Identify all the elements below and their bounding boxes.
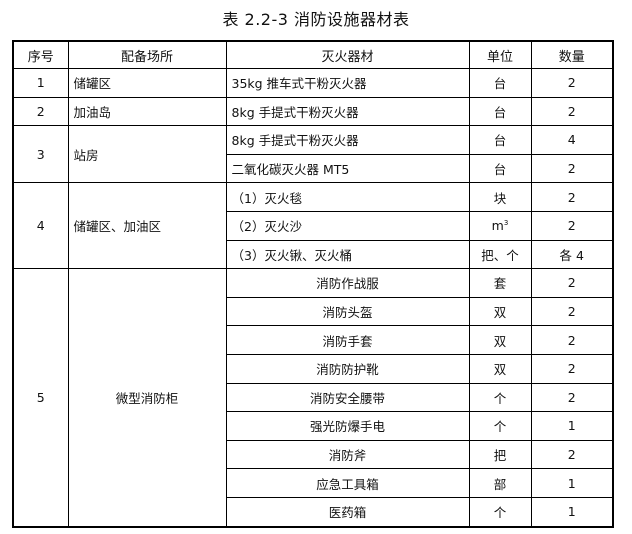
- unit-cell: 个: [468, 411, 532, 441]
- unit-cell: 部: [468, 468, 532, 498]
- header-cell: 单位: [468, 40, 532, 69]
- equipment-cell: 消防安全腰带: [225, 382, 470, 413]
- unit-text: 把、个: [481, 247, 519, 263]
- row-number: 1: [12, 68, 69, 98]
- unit-text: 块: [493, 190, 507, 206]
- unit-text: m: [491, 218, 504, 234]
- quantity-cell: 各 4: [530, 239, 614, 270]
- unit-cell: 双: [468, 353, 532, 384]
- quantity-cell: 2: [530, 268, 614, 298]
- unit-text: 个: [493, 505, 507, 521]
- table-row: 消防防护靴 双 2: [13, 353, 614, 384]
- header-row: 序号 配备场所 灭火器材 单位 数量: [12, 40, 614, 69]
- quantity-cell: 1: [530, 411, 614, 441]
- location-cell: 微型消防柜: [67, 268, 227, 527]
- equipment-cell: 应急工具箱: [225, 468, 470, 498]
- unit-cell: m3: [468, 210, 532, 241]
- table-row: （3）灭火锹、灭火桶 把、个各 4: [13, 239, 614, 270]
- quantity-cell: 2: [530, 68, 614, 98]
- location-cell: 加油岛: [67, 96, 227, 127]
- unit-cell: 块: [468, 182, 532, 212]
- table-row: 4 储罐区、加油区 （1）灭火毯 块 2: [12, 182, 614, 270]
- unit-cell: 把、个: [468, 239, 532, 270]
- unit-superscript: 3: [503, 219, 509, 228]
- unit-text: 部: [493, 476, 507, 492]
- unit-text: 把: [493, 448, 507, 464]
- unit-cell: 台: [468, 68, 532, 98]
- equipment-cell: 8kg 手提式干粉灭火器: [225, 96, 470, 127]
- unit-cell: 个: [468, 496, 532, 528]
- equipment-cell: 强光防爆手电: [225, 411, 470, 441]
- unit-cell: 个: [468, 382, 532, 413]
- row-number: 3: [12, 125, 69, 184]
- unit-cell: 台: [468, 96, 532, 127]
- quantity-cell: 2: [530, 353, 614, 384]
- equipment-cell: 35kg 推车式干粉灭火器: [225, 68, 470, 98]
- unit-cell: 双: [468, 296, 532, 327]
- header-cell: 配备场所: [67, 40, 227, 69]
- unit-text: 套: [493, 276, 507, 292]
- equipment-cell: 消防防护靴: [225, 353, 470, 384]
- table-row: 二氧化碳灭火器 MT5 台 2: [13, 153, 614, 184]
- quantity-cell: 2: [530, 96, 614, 127]
- quantity-cell: 4: [530, 125, 614, 155]
- table-row: 5 微型消防柜 消防作战服 套 2: [12, 268, 614, 527]
- equipment-cell: （3）灭火锹、灭火桶: [225, 239, 470, 270]
- unit-text: 双: [493, 305, 507, 321]
- row-number: 2: [12, 96, 69, 127]
- equipment-cell: 8kg 手提式干粉灭火器: [225, 125, 470, 155]
- quantity-cell: 2: [530, 325, 614, 355]
- header-cell: 灭火器材: [225, 40, 470, 69]
- table-row: 2 加油岛 8kg 手提式干粉灭火器台 2: [12, 96, 614, 127]
- table-row: 消防头盔 双 2: [13, 296, 614, 327]
- unit-text: 个: [493, 390, 507, 406]
- unit-text: 台: [493, 133, 507, 149]
- unit-text: 台: [493, 162, 507, 178]
- quantity-cell: 2: [530, 382, 614, 413]
- table-row: 医药箱 个 1: [13, 496, 614, 528]
- unit-text: 双: [493, 362, 507, 378]
- unit-text: 双: [493, 333, 507, 349]
- unit-cell: 台: [468, 125, 532, 155]
- unit-cell: 台: [468, 153, 532, 184]
- table-row: 3 站房 8kg 手提式干粉灭火器台 4: [12, 125, 614, 184]
- location-cell: 储罐区、加油区: [67, 182, 227, 270]
- header-cell: 序号: [12, 40, 69, 69]
- unit-cell: 套: [468, 268, 532, 298]
- equipment-cell: 二氧化碳灭火器 MT5: [225, 153, 470, 184]
- unit-text: 个: [493, 419, 507, 435]
- table-title: 表 2.2-3 消防设施器材表: [222, 10, 410, 29]
- equipment-cell: 消防作战服: [225, 268, 470, 298]
- quantity-cell: 2: [530, 439, 614, 470]
- table-row: 消防手套 双 2: [13, 325, 614, 355]
- unit-cell: 把: [468, 439, 532, 470]
- table-row: 1 储罐区 35kg 推车式干粉灭火器 台 2: [12, 68, 614, 98]
- equipment-cell: 消防头盔: [225, 296, 470, 327]
- quantity-cell: 1: [530, 496, 614, 528]
- equipment-cell: 医药箱: [225, 496, 470, 528]
- equipment-cell: （2）灭火沙: [225, 210, 470, 241]
- table-row: 消防安全腰带 个 2: [13, 382, 614, 413]
- equipment-cell: （1）灭火毯: [225, 182, 470, 212]
- unit-text: 台: [493, 104, 507, 120]
- unit-text: 台: [493, 76, 507, 92]
- location-cell: 站房: [67, 125, 227, 184]
- quantity-cell: 2: [530, 296, 614, 327]
- unit-cell: 双: [468, 325, 532, 355]
- quantity-cell: 2: [530, 210, 614, 241]
- quantity-cell: 1: [530, 468, 614, 498]
- location-cell: 储罐区: [67, 68, 227, 98]
- quantity-cell: 2: [530, 153, 614, 184]
- quantity-cell: 2: [530, 182, 614, 212]
- row-number: 4: [12, 182, 69, 270]
- equipment-cell: 消防斧: [225, 439, 470, 470]
- header-cell: 数量: [530, 40, 614, 69]
- equipment-cell: 消防手套: [225, 325, 470, 355]
- equipment-table: 序号 配备场所 灭火器材 单位 数量 1 储罐区 35kg 推车式干粉灭火器台 2 2 加…: [12, 40, 614, 528]
- row-number: 5: [12, 268, 69, 527]
